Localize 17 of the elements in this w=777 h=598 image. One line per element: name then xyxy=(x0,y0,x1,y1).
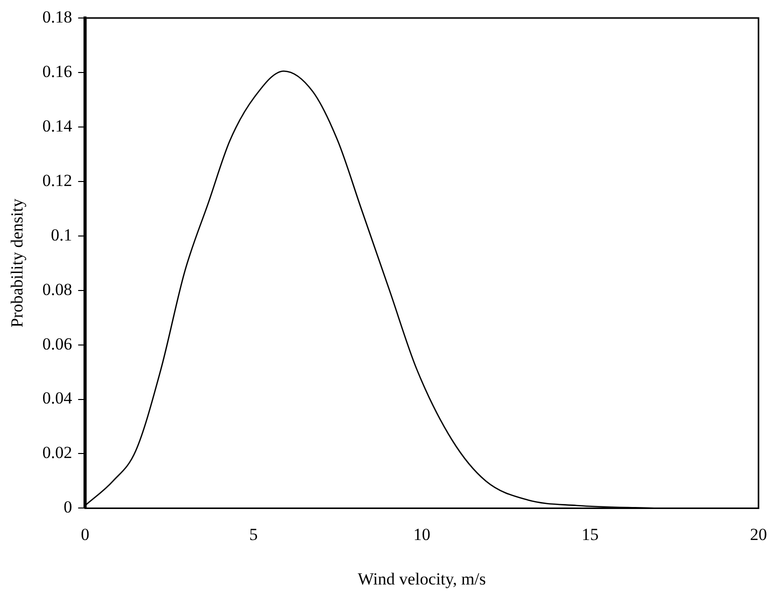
x-axis-title: Wind velocity, m/s xyxy=(358,569,486,588)
y-axis-title: Probability density xyxy=(8,198,27,328)
y-tick-label: 0.04 xyxy=(42,388,73,408)
y-tick-label: 0.16 xyxy=(42,62,72,81)
x-tick-label: 15 xyxy=(582,524,599,544)
y-tick-label: 0.18 xyxy=(42,7,72,26)
y-tick-label: 0.02 xyxy=(42,443,72,462)
x-tick-label: 0 xyxy=(80,524,90,544)
x-tick-label: 10 xyxy=(413,524,430,544)
y-tick-label: 0 xyxy=(64,498,72,517)
x-tick-label: 20 xyxy=(750,524,767,544)
x-tick-label: 5 xyxy=(249,524,258,544)
y-tick-label: 0.14 xyxy=(42,116,73,136)
y-tick-label: 0.1 xyxy=(50,225,72,244)
y-tick-label: 0.12 xyxy=(42,170,72,190)
y-tick-label: 0.06 xyxy=(42,334,72,354)
y-tick-label: 0.08 xyxy=(42,280,72,299)
